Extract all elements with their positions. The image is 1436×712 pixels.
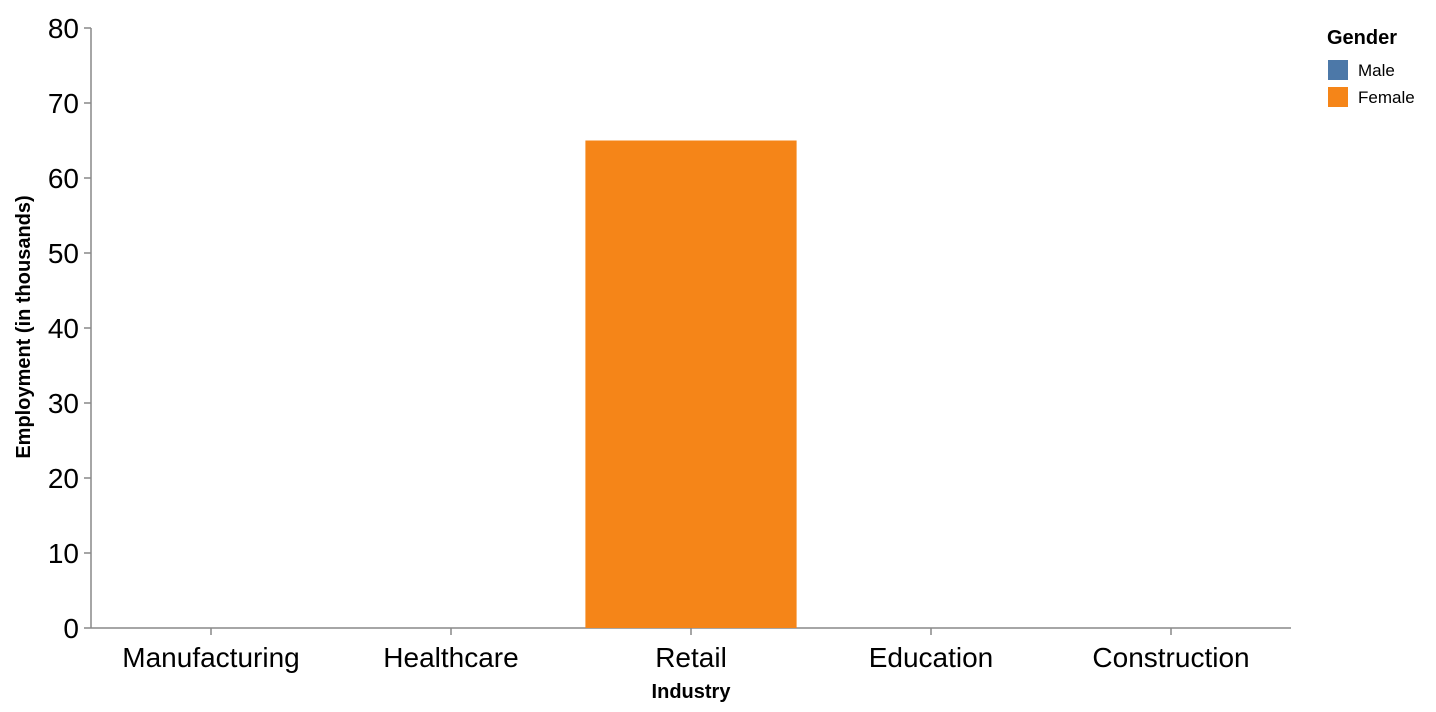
legend-items: Male Female <box>1328 60 1415 107</box>
y-tick-label: 50 <box>48 238 79 269</box>
y-tick-label: 40 <box>48 313 79 344</box>
y-tick-label: 70 <box>48 88 79 119</box>
y-axis-title: Employment (in thousands) <box>13 195 35 458</box>
legend-swatch-female <box>1328 87 1348 107</box>
legend-label-female: Female <box>1358 88 1415 107</box>
legend: Gender Male Female <box>1327 27 1415 107</box>
legend-swatch-male <box>1328 60 1348 80</box>
bars <box>585 140 797 628</box>
x-tick-label: Retail <box>655 642 727 673</box>
y-tick-label: 80 <box>48 13 79 44</box>
x-axis: Manufacturing Healthcare Retail Education Co… <box>91 627 1291 673</box>
legend-title: Gender <box>1327 27 1397 49</box>
legend-label-male: Male <box>1358 61 1395 80</box>
x-tick-label: Education <box>869 642 994 673</box>
x-tick-label: Manufacturing <box>122 642 299 673</box>
y-tick-label: 20 <box>48 463 79 494</box>
x-axis-title: Industry <box>652 681 732 703</box>
bar-female-retail <box>585 140 797 628</box>
x-tick-label: Construction <box>1092 642 1249 673</box>
y-axis: 0 10 20 30 40 50 60 70 80 <box>48 13 92 644</box>
y-axis-ticks: 0 10 20 30 40 50 60 70 80 <box>48 13 91 644</box>
y-tick-label: 0 <box>63 613 79 644</box>
y-tick-label: 10 <box>48 538 79 569</box>
y-tick-label: 60 <box>48 163 79 194</box>
x-tick-label: Healthcare <box>383 642 518 673</box>
y-tick-label: 30 <box>48 388 79 419</box>
x-axis-ticks: Manufacturing Healthcare Retail Education Co… <box>122 628 1250 673</box>
